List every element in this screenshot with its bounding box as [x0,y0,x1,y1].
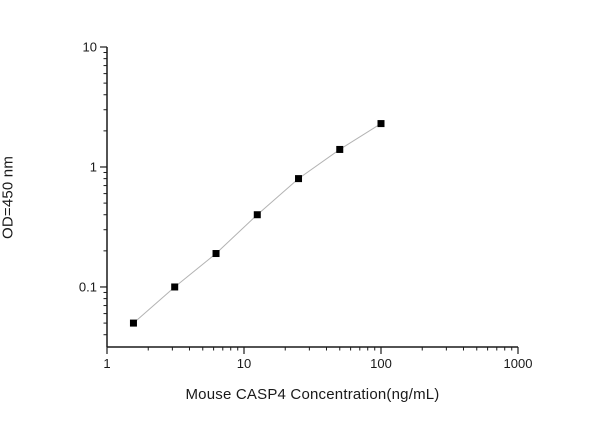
x-tick-label: 1000 [504,356,533,371]
y-tick-label: 10 [83,40,97,55]
y-tick-label: 1 [90,159,97,174]
x-tick-label: 100 [370,356,392,371]
data-point-marker [129,319,137,327]
data-point-marker [377,120,385,128]
data-point-marker [336,145,344,153]
x-axis-label: Mouse CASP4 Concentration(ng/mL) [185,386,440,403]
data-point-marker [171,283,179,291]
data-point-marker [295,175,303,183]
y-axis-label: OD=450 nm [0,155,17,240]
x-tick-label: 10 [237,356,251,371]
y-tick-label: 0.1 [79,279,97,294]
x-tick-label: 1 [103,356,110,371]
data-point-marker [253,211,261,219]
data-line [133,123,382,324]
data-point-marker [212,250,220,258]
